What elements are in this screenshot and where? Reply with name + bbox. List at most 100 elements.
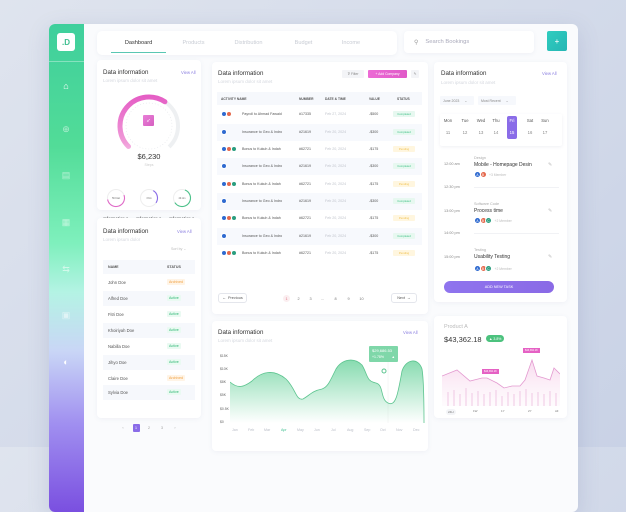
day-mon[interactable]: Mon 11 <box>443 118 453 135</box>
top-nav: Dashboard Products Distribution Budget I… <box>97 31 397 55</box>
transfer-icon[interactable]: ⇆ <box>62 263 70 274</box>
activity-number: #62721 <box>299 182 311 186</box>
edit-icon[interactable]: ✎ <box>411 70 419 78</box>
activity-name: Bonus to Kukuh & Indah <box>242 251 281 255</box>
plus-circle-icon[interactable]: ⊕ <box>62 123 70 134</box>
event-time: 12:00 am <box>444 162 460 166</box>
range-24h[interactable]: 24H <box>446 409 456 415</box>
range-1y[interactable]: 1Y <box>501 409 505 413</box>
app-logo[interactable]: .D <box>57 33 75 51</box>
status-badge: Pending <box>393 215 415 221</box>
list-item[interactable]: Jihyo Doe Active <box>103 355 195 370</box>
table-row[interactable]: Insurance to Geo & Indro #21619 Feb 20, 20… <box>217 124 422 141</box>
view-all-link[interactable]: View All <box>542 71 557 76</box>
tab-budget[interactable]: Budget <box>294 40 313 46</box>
home-icon[interactable]: ⌂ <box>63 81 69 91</box>
table-row[interactable]: Insurance to Geo & Indro #21619 Feb 20, 20… <box>217 158 422 175</box>
page-3[interactable]: 3 <box>161 426 163 430</box>
view-all-link[interactable]: View All <box>403 330 418 335</box>
tab-income[interactable]: Income <box>341 40 361 46</box>
list-item[interactable]: John Doe Archived <box>108 279 185 285</box>
status-badge: Completed <box>393 163 415 169</box>
week-strip: Mon 11 Tue 12 Wed 13 Thu 14 Fri 15 Sat 16 Sun 1… <box>440 114 562 146</box>
tab-dashboard[interactable]: Dashboard <box>111 31 166 55</box>
contrast-icon[interactable]: ◐ <box>63 357 69 367</box>
range-1w[interactable]: 1W <box>473 409 478 413</box>
edit-icon[interactable]: ✎ <box>548 162 553 168</box>
change-badge: ▲ 3.8% <box>486 335 505 342</box>
activity-number: #21619 <box>299 199 311 203</box>
ring-chart: 56 Kcal <box>106 188 126 208</box>
view-all-link[interactable]: View All <box>181 70 196 75</box>
page-2[interactable]: 2 <box>297 296 300 301</box>
activity-number: #21619 <box>299 130 311 134</box>
page-1[interactable]: 1 <box>283 295 290 302</box>
table-row[interactable]: Bonus to Kukuh & Indah #62721 Feb 20, 2024… <box>217 245 422 262</box>
divider <box>474 233 559 234</box>
table-row[interactable]: Bonus to Kukuh & Indah #62721 Feb 20, 2024… <box>217 210 422 227</box>
table-row[interactable]: Payroll to Ahmad Fawaid #17335 Feb 27, 202… <box>217 106 422 123</box>
day-thu[interactable]: Thu 14 <box>492 118 500 135</box>
table-row[interactable]: Bonus to Kukuh & Indah #62721 Feb 20, 2024… <box>217 141 422 158</box>
event-title[interactable]: Process time <box>474 208 503 214</box>
table-row[interactable]: Bonus to Kukuh & Indah #62721 Feb 20, 2024… <box>217 176 422 193</box>
table-row[interactable]: Insurance to Geo & Indro #21619 Feb 20, 20… <box>217 193 422 210</box>
add-company-button[interactable]: + Add Company <box>368 70 407 78</box>
grid-icon[interactable]: ▦ <box>61 216 71 227</box>
avatar-group <box>221 129 227 135</box>
rocket-icon: ➶ <box>143 115 154 126</box>
status-badge: Active <box>167 327 181 333</box>
gauge-card: Data information Lorem ipsum dolor sit a… <box>97 60 201 226</box>
sort-dropdown[interactable]: Sort by ⌄ <box>171 247 187 251</box>
card-icon[interactable]: ▤ <box>61 169 71 180</box>
list-item[interactable]: Alfred Doe Active <box>103 291 195 306</box>
page-3[interactable]: 3 <box>309 296 312 301</box>
page-8[interactable]: 8 <box>334 296 337 301</box>
user-icon[interactable]: ▣ <box>61 309 71 320</box>
edit-icon[interactable]: ✎ <box>548 208 553 214</box>
day-sat[interactable]: Sat 16 <box>526 118 534 135</box>
add-new-task-button[interactable]: ADD NEW TASK <box>444 281 554 293</box>
search-input[interactable]: ⚲ Search Bookings <box>404 31 534 53</box>
previous-button[interactable]: ← Previous <box>218 293 247 303</box>
event-category: Software Code <box>474 202 500 206</box>
filter-button[interactable]: ⊽ Filter <box>342 70 364 78</box>
table-row[interactable]: Insurance to Geo & Indro #21619 Feb 20, 20… <box>217 228 422 245</box>
tab-products[interactable]: Products <box>182 40 205 46</box>
range-all[interactable]: All <box>555 409 559 413</box>
day-tue[interactable]: Tue 12 <box>461 118 469 135</box>
activity-name: Bonus to Kukuh & Indah <box>242 147 281 151</box>
month-dropdown[interactable]: June 2023 ⌄ <box>440 96 474 105</box>
activity-name: Insurance to Geo & Indro <box>242 234 283 238</box>
day-fri[interactable]: Fri 15 <box>507 116 517 139</box>
avatar-group <box>221 250 237 256</box>
event-category: Testing <box>474 248 487 252</box>
page-1[interactable]: 1 <box>132 424 140 432</box>
list-item[interactable]: Sylvia Doe Active <box>103 385 195 400</box>
prev-page[interactable]: ‹ <box>122 426 124 430</box>
list-item[interactable]: Claire Doe Archived <box>108 375 185 381</box>
page-9[interactable]: 9 <box>347 296 350 301</box>
tab-distribution[interactable]: Distribution <box>234 40 263 46</box>
list-item[interactable]: Nabilla Doe Active <box>108 343 181 349</box>
list-item[interactable]: Khoiriyah Doe Active <box>103 323 195 338</box>
event-title[interactable]: Usability Testing <box>474 254 511 260</box>
avatar-group <box>221 111 232 117</box>
svg-text:56 Kcal: 56 Kcal <box>112 198 120 200</box>
edit-icon[interactable]: ✎ <box>548 254 553 260</box>
list-item[interactable]: Fitri Doe Active <box>108 311 181 317</box>
product-amount: $43,362.18 <box>444 335 482 344</box>
card-title: Product A <box>444 324 468 330</box>
page-10[interactable]: 10 <box>359 296 364 301</box>
range-2y[interactable]: 2Y <box>528 409 532 413</box>
activity-date: Feb 20, 2024 <box>325 234 347 238</box>
event-title[interactable]: Mobile - Homepage Desin <box>474 162 532 168</box>
view-all-link[interactable]: View All <box>177 229 192 234</box>
page-2[interactable]: 2 <box>148 426 150 430</box>
next-button[interactable]: Next → <box>391 293 417 303</box>
sort-dropdown[interactable]: Most Recent ⌄ <box>478 96 516 105</box>
add-button[interactable]: + <box>547 31 567 51</box>
next-page[interactable]: › <box>174 426 176 430</box>
day-wed[interactable]: Wed 13 <box>476 118 486 135</box>
day-sun[interactable]: Sun 17 <box>541 118 549 135</box>
